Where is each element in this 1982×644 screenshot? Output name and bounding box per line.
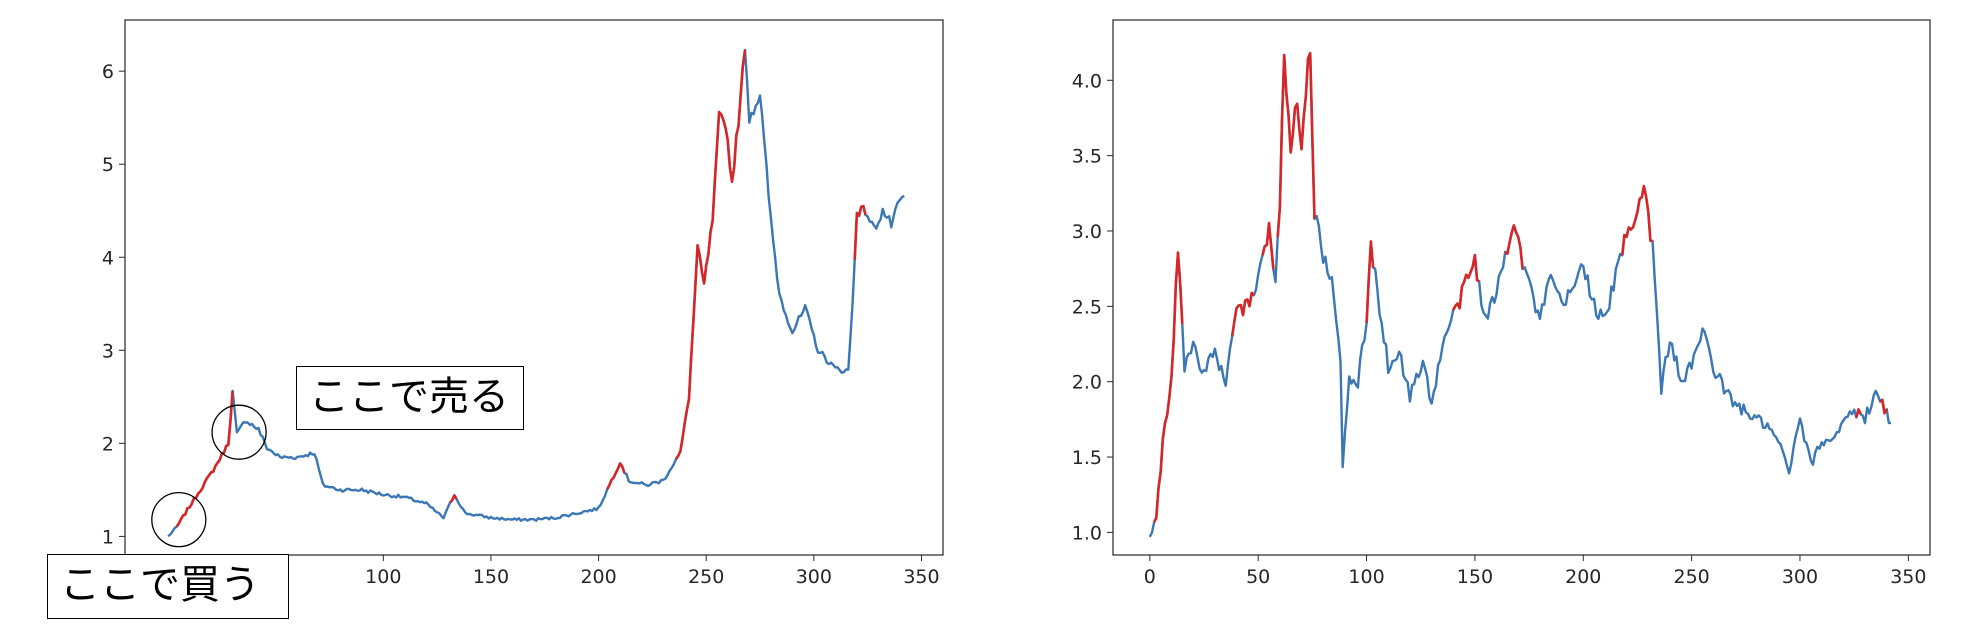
highlight-segment bbox=[1276, 51, 1316, 238]
x-tick-label: 250 bbox=[1673, 566, 1709, 588]
buy-annotation-box: ここで買う bbox=[47, 554, 289, 619]
x-tick-label: 250 bbox=[688, 566, 724, 588]
x-tick-label: 50 bbox=[1246, 566, 1270, 588]
highlight-segment bbox=[1452, 253, 1480, 311]
highlight-segment bbox=[449, 494, 458, 504]
x-tick-label: 300 bbox=[796, 566, 832, 588]
y-tick-label: 1.5 bbox=[1072, 447, 1102, 469]
highlight-segment bbox=[1261, 221, 1275, 270]
buy-circle-marker bbox=[151, 491, 207, 548]
y-tick-label: 2.5 bbox=[1072, 296, 1102, 318]
y-tick-label: 3.0 bbox=[1072, 221, 1102, 243]
y-tick-label: 4 bbox=[102, 247, 114, 269]
y-tick-label: 1.0 bbox=[1072, 522, 1102, 544]
highlight-segment bbox=[675, 49, 747, 460]
x-tick-label: 100 bbox=[1348, 566, 1384, 588]
highlight-segment bbox=[853, 204, 867, 260]
plot-frame bbox=[124, 19, 944, 556]
y-tick-label: 1 bbox=[102, 526, 114, 548]
sell-annotation-box: ここで売る bbox=[296, 366, 524, 430]
series-line bbox=[167, 48, 905, 538]
highlight-segment bbox=[1365, 240, 1375, 324]
x-tick-label: 350 bbox=[903, 566, 939, 588]
y-tick-label: 3.5 bbox=[1072, 146, 1102, 168]
highlight-segment bbox=[1504, 224, 1524, 270]
x-tick-label: 200 bbox=[1565, 566, 1601, 588]
y-tick-label: 2 bbox=[102, 433, 114, 455]
chart-right: 0 50 100 150 200 250 300 350 1.0 1.5 2.0 2.5 3.0 3.5 4… bbox=[1072, 19, 1931, 588]
x-tick-label: 350 bbox=[1890, 566, 1926, 588]
highlight-segment bbox=[1621, 184, 1653, 256]
chart-left: 100 150 200 250 300 350 1 2 3 4 5 6 bbox=[102, 19, 944, 588]
sell-annotation-label: ここで売る bbox=[309, 374, 509, 420]
x-tick-label: 150 bbox=[1457, 566, 1493, 588]
highlight-segment bbox=[606, 462, 626, 490]
y-tick-label: 5 bbox=[102, 154, 114, 176]
x-tick-label: 300 bbox=[1782, 566, 1818, 588]
y-tick-label: 6 bbox=[102, 61, 114, 83]
highlight-segment bbox=[1153, 251, 1184, 523]
buy-annotation-label: ここで買う bbox=[60, 562, 260, 608]
x-tick-label: 100 bbox=[365, 566, 401, 588]
y-tick-label: 2.0 bbox=[1072, 372, 1102, 394]
y-tick-label: 4.0 bbox=[1072, 70, 1102, 92]
x-tick-label: 200 bbox=[580, 566, 616, 588]
x-tick-label: 150 bbox=[473, 566, 509, 588]
highlight-segment bbox=[1230, 291, 1255, 337]
y-tick-label: 3 bbox=[102, 340, 114, 362]
sell-circle-marker bbox=[211, 404, 267, 460]
plot-frame bbox=[1112, 19, 1931, 556]
x-tick-label: 0 bbox=[1144, 566, 1156, 588]
series-line bbox=[1148, 51, 1892, 538]
highlight-segment bbox=[175, 390, 234, 528]
highlight-segment bbox=[1855, 408, 1862, 418]
highlight-segment bbox=[1879, 398, 1888, 415]
